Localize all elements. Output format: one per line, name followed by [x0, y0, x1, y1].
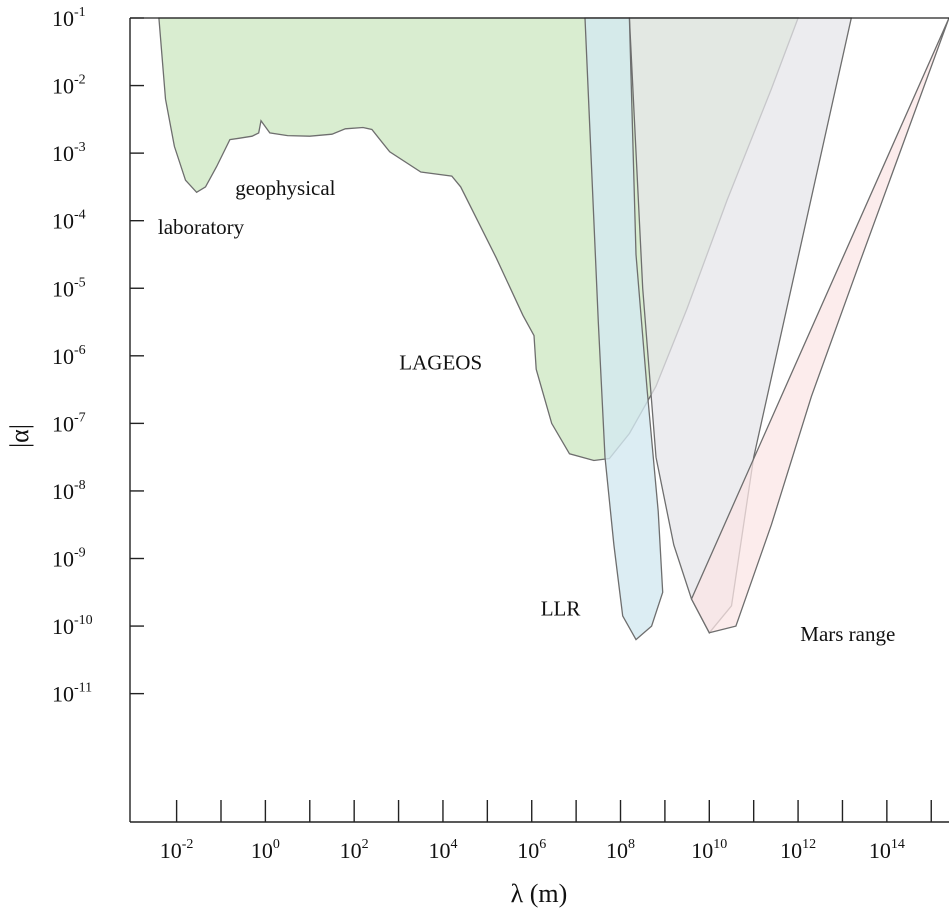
x-tick-label: 1012	[780, 837, 816, 863]
y-axis-label: |α|	[5, 424, 34, 448]
x-axis-label: λ (m)	[511, 879, 568, 908]
y-tick-label: 10-10	[52, 613, 93, 639]
y-tick-label: 10-8	[52, 478, 86, 504]
x-tick-label: 102	[340, 837, 369, 863]
label-lageos: LAGEOS	[399, 350, 482, 374]
x-tick-label: 104	[428, 837, 457, 863]
x-tick-label: 106	[517, 837, 546, 863]
region-llr	[584, 17, 664, 641]
y-tick-label: 10-2	[52, 73, 86, 99]
annotations: laboratory geophysical LAGEOS LLR Mars range	[158, 176, 895, 646]
y-tick-label: 10-3	[52, 140, 86, 166]
x-minor-ticks	[220, 800, 932, 822]
y-tick-label: 10-4	[52, 208, 86, 234]
x-tick-label: 1010	[691, 837, 727, 863]
y-tick-label: 10-11	[52, 681, 92, 707]
label-mars-range: Mars range	[800, 622, 895, 646]
x-tick-label: 108	[606, 837, 635, 863]
x-ticks: 10-2 100 102 104 106 108 1010 1012 1014	[160, 800, 905, 863]
x-tick-label: 100	[251, 837, 280, 863]
x-tick-label: 10-2	[160, 837, 194, 863]
label-laboratory: laboratory	[158, 215, 245, 239]
label-geophysical: geophysical	[235, 176, 335, 200]
region-mars-range	[690, 17, 949, 634]
y-tick-label: 10-6	[52, 343, 86, 369]
y-tick-label: 10-9	[52, 546, 86, 572]
axes	[129, 17, 949, 823]
y-tick-label: 10-5	[52, 275, 86, 301]
x-tick-label: 1014	[869, 837, 905, 863]
label-llr: LLR	[541, 596, 581, 620]
exclusion-regions	[158, 17, 949, 641]
y-tick-label: 10-7	[52, 410, 86, 436]
y-tick-label: 10-1	[52, 5, 86, 31]
y-ticks: 10-1 10-2 10-3 10-4 10-5 10-6 10-7 10-8 10-9 10-1…	[52, 5, 144, 707]
